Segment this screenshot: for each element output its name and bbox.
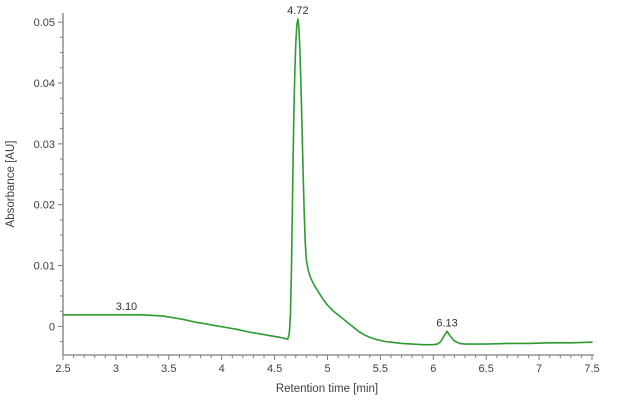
peak-label: 3.10 xyxy=(116,301,137,313)
x-tick-label: 6 xyxy=(430,363,436,375)
y-tick-label: 0.02 xyxy=(34,200,55,212)
x-tick-label: 7 xyxy=(536,363,542,375)
peak-label: 4.72 xyxy=(287,5,308,17)
y-tick-label: 0.01 xyxy=(34,261,55,273)
x-tick-label: 5 xyxy=(324,363,330,375)
y-tick-label: 0.03 xyxy=(34,139,55,151)
y-tick-label: 0.05 xyxy=(34,17,55,29)
x-axis-title: Retention time [min] xyxy=(276,383,378,395)
x-tick-label: 2.5 xyxy=(55,363,70,375)
x-tick-label: 5.5 xyxy=(373,363,388,375)
peak-label: 6.13 xyxy=(436,317,457,329)
y-tick-label: 0.04 xyxy=(34,78,55,90)
y-tick-label: 0 xyxy=(49,321,55,333)
x-tick-label: 3.5 xyxy=(161,363,176,375)
x-tick-label: 4.5 xyxy=(267,363,282,375)
x-tick-label: 6.5 xyxy=(479,363,494,375)
y-axis-title: Absorbance [AU] xyxy=(5,141,17,228)
x-tick-label: 4 xyxy=(219,363,225,375)
x-tick-label: 7.5 xyxy=(584,363,599,375)
x-tick-label: 3 xyxy=(113,363,119,375)
absorbance-curve xyxy=(62,18,593,346)
